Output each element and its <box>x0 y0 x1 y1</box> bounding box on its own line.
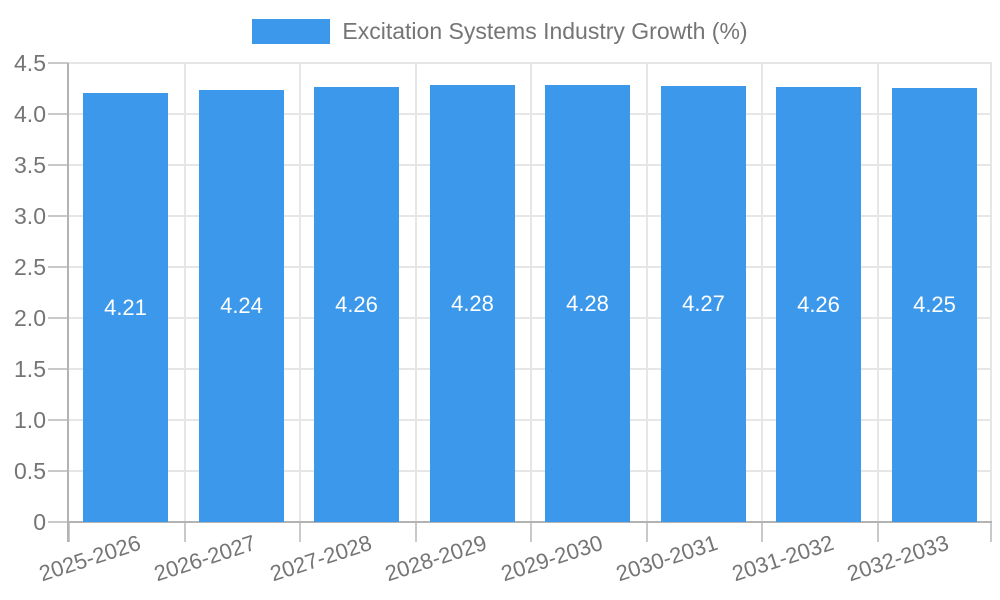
bar-value-label: 4.26 <box>797 291 840 317</box>
x-axis-tick <box>184 522 186 542</box>
y-axis-tick-label: 1.5 <box>14 356 46 382</box>
v-gridline <box>646 63 648 522</box>
y-axis-tick <box>48 521 68 523</box>
legend-swatch <box>252 18 331 44</box>
x-axis-tick <box>530 522 532 542</box>
x-axis-tick <box>415 522 417 542</box>
bar: 4.25 <box>892 88 977 522</box>
v-gridline <box>761 63 763 522</box>
y-axis-tick <box>48 113 68 115</box>
bar: 4.28 <box>430 85 515 522</box>
bar-value-label: 4.28 <box>566 290 609 316</box>
y-axis-line <box>67 63 69 542</box>
bar: 4.26 <box>314 87 399 522</box>
x-axis-line <box>68 521 992 523</box>
bar-value-label: 4.25 <box>913 292 956 317</box>
plot-area: 0 0.5 1.0 1.5 2.0 2.5 3.0 3.5 4.0 4.5 4.21 4.24 4.26… <box>14 50 992 586</box>
bar: 4.21 <box>83 93 168 522</box>
x-axis-tick <box>761 522 763 542</box>
y-axis-tick-label: 3.0 <box>14 203 46 229</box>
v-gridline <box>299 63 301 522</box>
x-axis-tick <box>877 522 879 542</box>
y-axis-tick-label: 4.0 <box>14 101 46 127</box>
bar-value-label: 4.26 <box>335 291 378 317</box>
y-axis-tick <box>48 164 68 166</box>
bar: 4.26 <box>776 87 861 522</box>
v-gridline <box>877 63 879 522</box>
bar: 4.24 <box>199 90 284 522</box>
y-axis-tick-label: 2.0 <box>14 305 46 331</box>
bar-value-label: 4.24 <box>220 293 263 318</box>
bar: 4.27 <box>661 86 746 522</box>
chart-legend[interactable]: Excitation Systems Industry Growth (%) <box>0 16 1000 46</box>
v-gridline <box>990 63 992 522</box>
x-axis-tick <box>990 522 992 542</box>
y-axis-tick <box>48 470 68 472</box>
x-axis-tick <box>646 522 648 542</box>
bar-value-label: 4.27 <box>682 291 725 316</box>
y-axis-tick-label: 0 <box>33 509 46 535</box>
bar-value-label: 4.28 <box>451 290 494 316</box>
y-axis-tick-label: 1.0 <box>14 407 46 433</box>
bar-value-label: 4.21 <box>104 294 147 320</box>
x-axis-tick <box>68 522 70 542</box>
legend-label: Excitation Systems Industry Growth (%) <box>342 18 748 44</box>
x-axis-tick <box>299 522 301 542</box>
y-axis-tick <box>48 215 68 217</box>
y-axis-tick-label: 0.5 <box>14 458 46 484</box>
y-axis-tick <box>48 266 68 268</box>
v-gridline <box>530 63 532 522</box>
v-gridline <box>184 63 186 522</box>
bar: 4.28 <box>545 85 630 522</box>
y-axis-tick <box>48 368 68 370</box>
y-axis-tick <box>48 317 68 319</box>
y-axis-tick <box>48 419 68 421</box>
y-axis-tick-label: 3.5 <box>14 152 46 178</box>
y-axis-tick-label: 2.5 <box>14 254 46 280</box>
v-gridline <box>415 63 417 522</box>
y-axis-tick <box>48 62 68 64</box>
y-axis-tick-label: 4.5 <box>14 50 46 76</box>
